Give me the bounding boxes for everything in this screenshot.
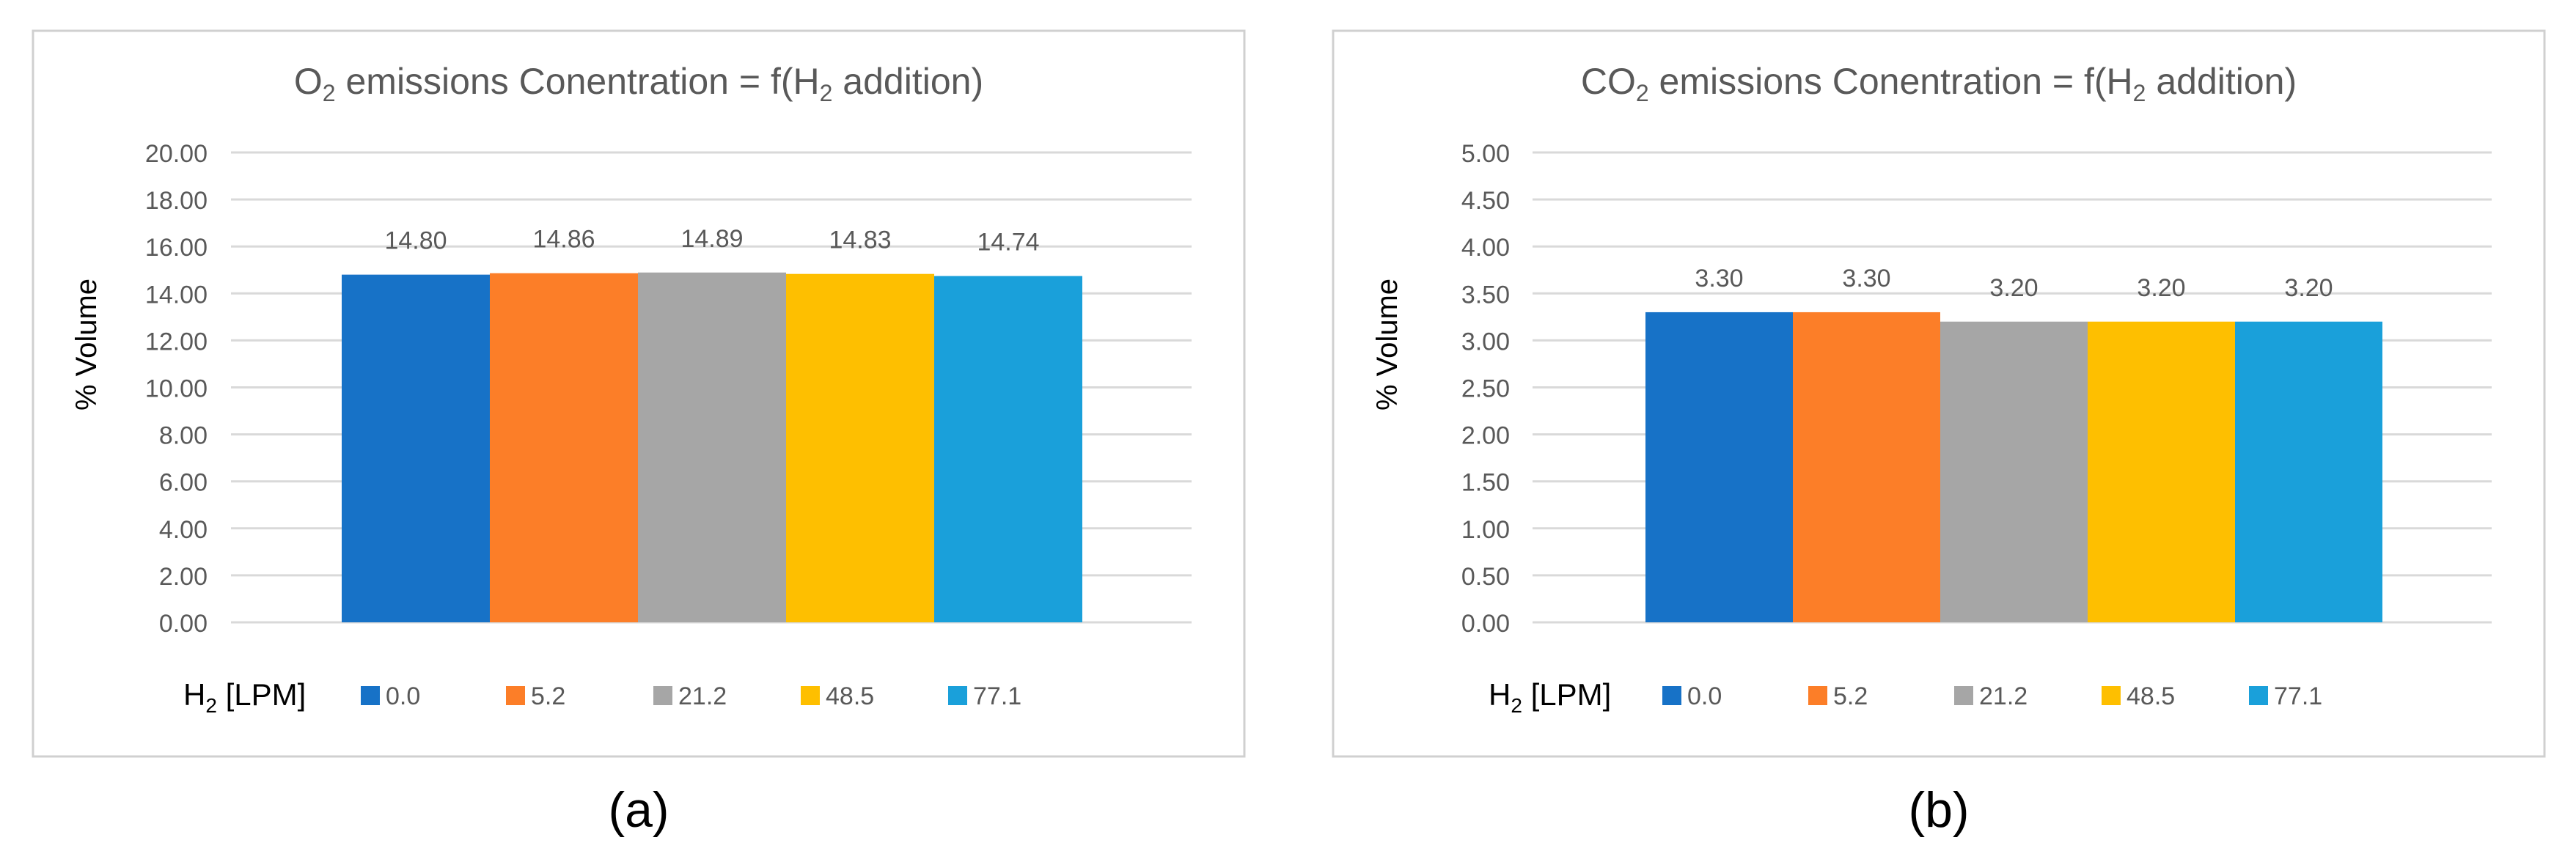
bar-77.1 [2235, 321, 2382, 622]
legend-swatch [1808, 686, 1827, 705]
legend-swatch [801, 686, 820, 705]
y-tick-label: 1.00 [1461, 516, 1510, 544]
legend-swatch [653, 686, 672, 705]
legend-label: 5.2 [531, 682, 565, 710]
data-label: 3.20 [2284, 274, 2333, 302]
data-label: 14.83 [829, 226, 891, 254]
y-tick-label: 6.00 [159, 469, 208, 497]
bar-0.0 [1645, 312, 1793, 622]
y-tick-label: 4.00 [159, 516, 208, 544]
y-tick-label: 14.00 [145, 281, 208, 309]
data-label: 14.89 [680, 225, 743, 253]
data-labels: 3.30 3.30 3.20 3.20 3.20 [1695, 265, 2333, 302]
y-tick-label: 4.50 [1461, 187, 1510, 215]
y-tick-label: 4.00 [1461, 234, 1510, 262]
y-tick-label: 1.50 [1461, 469, 1510, 497]
legend-label: 77.1 [2274, 682, 2322, 710]
bar-0.0 [342, 274, 490, 622]
legend-label: 0.0 [386, 682, 420, 710]
y-tick-label: 16.00 [145, 234, 208, 262]
y-tick-label: 8.00 [159, 422, 208, 450]
legend-swatch [506, 686, 525, 705]
chart-title: CO2 emissions Conentration = f(H2 additi… [1581, 61, 2297, 106]
legend-items: 0.0 5.2 21.2 48.5 77.1 [1662, 682, 2322, 710]
y-axis-label: % Volume [1371, 279, 1403, 410]
legend: H2 [LPM] 0.0 5.2 21.2 48.5 77.1 [1489, 677, 2322, 717]
bar-5.2 [1793, 312, 1940, 622]
chart-panel-a: O2 emissions Conentration = f(H2 additio… [32, 29, 1246, 838]
legend-swatch [2102, 686, 2121, 705]
bars [1645, 312, 2382, 622]
bar-5.2 [490, 273, 638, 622]
y-tick-labels: 0.00 2.00 4.00 6.00 8.00 10.00 12.00 14.00 16.00… [145, 140, 208, 638]
legend-label: 5.2 [1833, 682, 1868, 710]
y-tick-label: 2.00 [1461, 422, 1510, 450]
y-tick-label: 0.00 [159, 610, 208, 638]
bar-21.2 [638, 272, 786, 622]
legend-swatch [1662, 686, 1681, 705]
data-label: 3.30 [1842, 265, 1890, 292]
panel-label: (a) [608, 782, 669, 838]
y-tick-label: 2.50 [1461, 375, 1510, 403]
legend-swatch [1954, 686, 1973, 705]
legend: H2 [LPM] 0.0 5.2 21.2 48.5 77.1 [183, 677, 1021, 717]
legend-label: 77.1 [973, 682, 1021, 710]
bar-77.1 [934, 276, 1082, 622]
y-tick-label: 5.00 [1461, 140, 1510, 168]
chart-title: O2 emissions Conentration = f(H2 additio… [294, 61, 983, 106]
y-tick-label: 18.00 [145, 187, 208, 215]
legend-swatch [2249, 686, 2268, 705]
y-tick-label: 0.50 [1461, 563, 1510, 591]
legend-items: 0.0 5.2 21.2 48.5 77.1 [361, 682, 1021, 710]
y-tick-label: 2.00 [159, 563, 208, 591]
panel-label: (b) [1908, 782, 1969, 838]
y-axis-label: % Volume [70, 279, 103, 410]
bars [342, 272, 1082, 622]
bar-48.5 [786, 273, 934, 622]
legend-label: 48.5 [826, 682, 874, 710]
legend-swatch [361, 686, 380, 705]
y-tick-label: 20.00 [145, 140, 208, 168]
legend-label: 21.2 [1979, 682, 2028, 710]
y-tick-label: 10.00 [145, 375, 208, 403]
data-label: 3.30 [1695, 265, 1743, 292]
data-label: 14.74 [977, 229, 1039, 257]
y-tick-label: 12.00 [145, 328, 208, 356]
legend-title: H2 [LPM] [1489, 677, 1611, 717]
chart-panel-b: CO2 emissions Conentration = f(H2 additi… [1332, 29, 2546, 838]
y-tick-label: 3.00 [1461, 328, 1510, 356]
legend-label: 48.5 [2127, 682, 2175, 710]
data-label: 3.20 [2137, 274, 2185, 302]
data-label: 3.20 [1989, 274, 2038, 302]
y-tick-label: 3.50 [1461, 281, 1510, 309]
legend-swatch [948, 686, 967, 705]
y-tick-labels: 0.00 0.50 1.00 1.50 2.00 2.50 3.00 3.50 4.00 4.50… [1461, 140, 1510, 638]
bar-21.2 [1940, 321, 2088, 622]
data-label: 14.80 [384, 227, 447, 255]
bar-48.5 [2088, 321, 2235, 622]
data-labels: 14.80 14.86 14.89 14.83 14.74 [384, 225, 1039, 257]
data-label: 14.86 [532, 226, 595, 254]
y-tick-label: 0.00 [1461, 610, 1510, 638]
legend-label: 21.2 [678, 682, 727, 710]
legend-title: H2 [LPM] [183, 677, 306, 717]
legend-label: 0.0 [1687, 682, 1722, 710]
